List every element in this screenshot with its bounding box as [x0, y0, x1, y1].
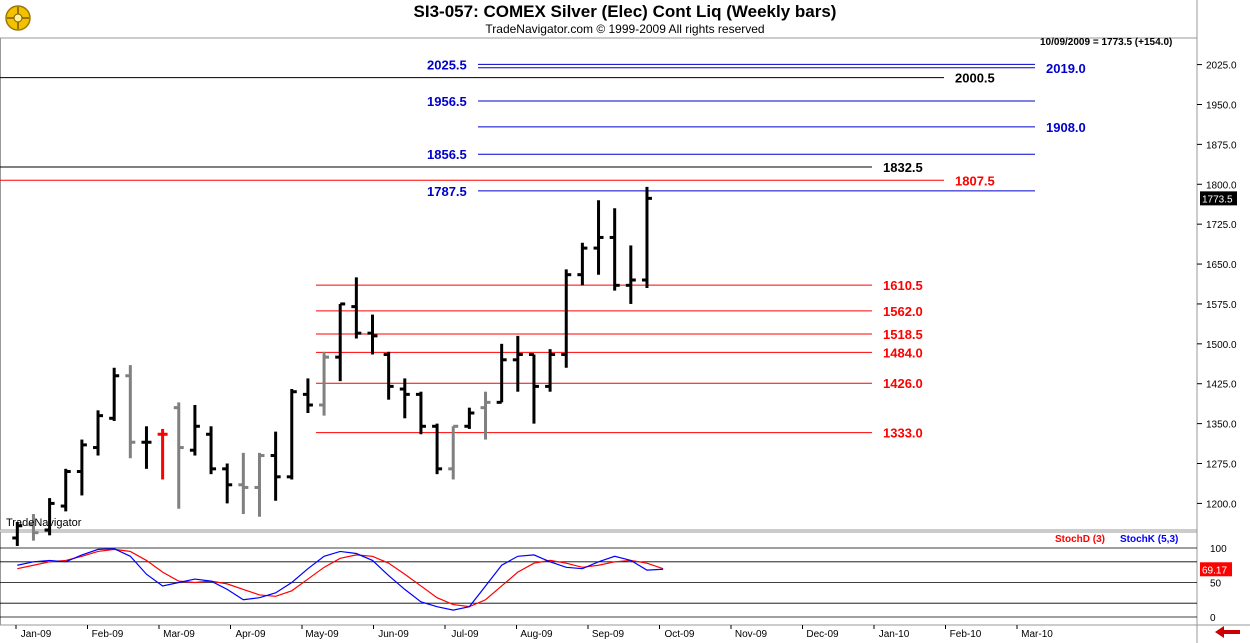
time-tick-label-5: Jun-09 [378, 629, 409, 640]
time-tick-label-14: Mar-10 [1021, 629, 1053, 640]
price-tick-label-9: 1350.0 [1206, 420, 1237, 431]
stochastic-pane [0, 531, 1198, 626]
level-label-12: 1484.0 [883, 345, 923, 360]
level-label-14: 1333.0 [883, 426, 923, 441]
stoch-tick-label-1: 50 [1210, 579, 1222, 590]
price-tick-label-8: 1425.0 [1206, 380, 1237, 391]
level-label-9: 1610.5 [883, 278, 923, 293]
level-label-5: 1856.5 [427, 147, 467, 162]
level-label-11: 1518.5 [883, 327, 923, 342]
time-tick-label-3: Apr-09 [235, 629, 265, 640]
tradenavigator-logo-icon[interactable] [4, 4, 32, 37]
time-tick-label-12: Jan-10 [879, 629, 910, 640]
time-tick-label-4: May-09 [305, 629, 339, 640]
price-tick-label-4: 1725.0 [1206, 220, 1237, 231]
stoch-series-0 [17, 548, 664, 608]
level-label-0: 2025.5 [427, 57, 467, 72]
time-tick-label-0: Jan-09 [21, 629, 52, 640]
level-label-4: 1908.0 [1046, 120, 1086, 135]
stoch-series-1 [17, 548, 664, 611]
price-tick-label-5: 1650.0 [1206, 260, 1237, 271]
chart-title: SI3-057: COMEX Silver (Elec) Cont Liq (W… [413, 2, 837, 21]
level-label-3: 1956.5 [427, 94, 467, 109]
watermark-text: TradeNavigator [6, 517, 82, 529]
time-tick-label-2: Mar-09 [163, 629, 195, 640]
time-tick-label-7: Aug-09 [520, 629, 553, 640]
level-label-13: 1426.0 [883, 376, 923, 391]
level-label-2: 2000.5 [955, 71, 995, 86]
price-tick-label-1: 1950.0 [1206, 100, 1237, 111]
scroll-left-arrow-icon [1215, 626, 1240, 638]
price-tick-label-2: 1875.0 [1206, 140, 1237, 151]
time-tick-label-13: Feb-10 [950, 629, 982, 640]
price-tick-label-11: 1200.0 [1206, 499, 1237, 510]
time-tick-label-9: Oct-09 [664, 629, 694, 640]
time-tick-label-1: Feb-09 [92, 629, 124, 640]
price-tick-label-0: 2025.0 [1206, 61, 1237, 72]
time-tick-label-11: Dec-09 [806, 629, 839, 640]
price-tick-label-10: 1275.0 [1206, 460, 1237, 471]
last-price-badge [1200, 191, 1237, 206]
time-tick-label-10: Nov-09 [735, 629, 768, 640]
time-tick-label-6: Jul-09 [451, 629, 479, 640]
level-label-10: 1562.0 [883, 304, 923, 319]
last-price-stamp: 10/09/2009 = 1773.5 (+154.0) [1040, 37, 1173, 48]
stoch-last-badge-label: 69.17 [1202, 565, 1227, 576]
stoch-legend-k: StochK (5,3) [1120, 534, 1178, 545]
stoch-tick-label-0: 100 [1210, 544, 1227, 555]
stoch-legend-d: StochD (3) [1055, 534, 1105, 545]
last-price-badge-label: 1773.5 [1202, 194, 1233, 205]
level-label-7: 1807.5 [955, 173, 995, 188]
stoch-tick-label-2: 0 [1210, 613, 1216, 624]
price-tick-label-7: 1500.0 [1206, 340, 1237, 351]
copyright-text: TradeNavigator.com © 1999-2009 All right… [485, 22, 765, 36]
level-label-6: 1832.5 [883, 160, 923, 175]
level-label-8: 1787.5 [427, 184, 467, 199]
price-tick-label-3: 1800.0 [1206, 180, 1237, 191]
stoch-last-badge [1200, 562, 1232, 577]
level-label-1: 2019.0 [1046, 61, 1086, 76]
price-tick-label-6: 1575.0 [1206, 300, 1237, 311]
price-pane [0, 37, 1198, 531]
time-tick-label-8: Sep-09 [592, 629, 625, 640]
